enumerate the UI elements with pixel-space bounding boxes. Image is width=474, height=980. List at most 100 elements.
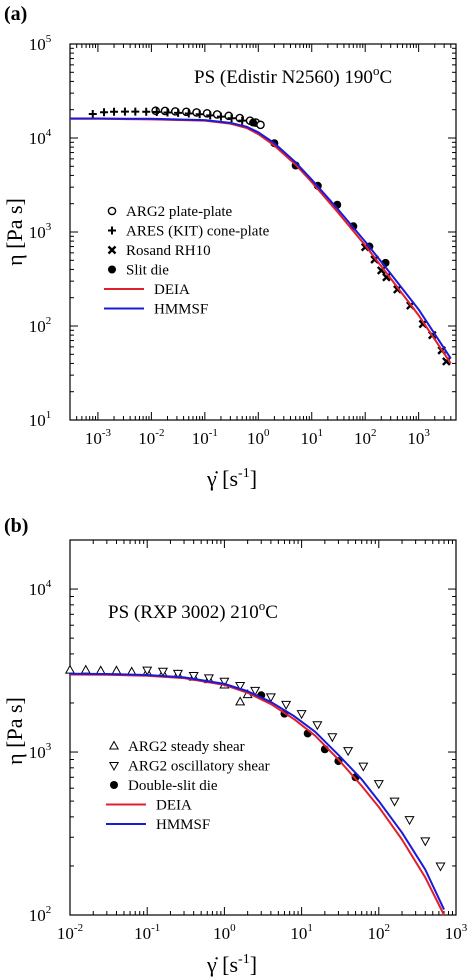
x-tick-exponent: 1 — [317, 427, 323, 439]
y-axis-title: η [Pa s] — [2, 697, 27, 765]
x-tick-exponent: 2 — [371, 427, 377, 439]
x-tick-base: 10 — [368, 924, 385, 943]
data-point — [142, 666, 153, 676]
legend-item: ARG2 oscillatory shear — [108, 759, 270, 775]
x-axis-title-main: γ̇ [s — [206, 466, 238, 491]
x-tick-base: 10 — [85, 429, 102, 448]
legend-marker-swatch — [110, 781, 118, 789]
data-point — [404, 816, 415, 826]
x-tick-base: 10 — [192, 429, 209, 448]
legend-item: DEIA — [104, 282, 190, 298]
data-point — [227, 114, 236, 123]
legend-item: HMMSF — [106, 817, 210, 833]
legend: ARG2 steady shear ARG2 oscillatory shear D… — [106, 739, 270, 833]
x-tick-label: 10-2 — [57, 922, 83, 943]
x-tick-exponent: -2 — [155, 427, 164, 439]
data-series-group — [70, 106, 452, 366]
data-point — [110, 107, 119, 116]
y-tick-label: 105 — [29, 33, 52, 54]
legend-label: Rosand RH10 — [126, 243, 211, 259]
data-point — [420, 837, 431, 847]
data-point — [206, 111, 215, 120]
axis-ticks — [69, 43, 457, 421]
x-tick-base: 10 — [138, 429, 155, 448]
x-axis-title: γ̇ [s-1] — [206, 466, 257, 491]
series-line-hmmsf — [70, 117, 452, 360]
y-tick-label: 103 — [29, 741, 52, 762]
chart-panel-a: 10-3 10-2 10-1 100 101 102 103101102103104105η… — [2, 3, 457, 491]
series-deia — [69, 673, 445, 916]
legend-marker-swatch — [108, 740, 120, 750]
data-point — [250, 686, 261, 696]
x-tick-base: 10 — [290, 924, 307, 943]
x-axis-title-suffix: ] — [250, 466, 257, 491]
data-point — [142, 107, 151, 116]
data-point — [203, 674, 214, 684]
x-tick-base: 10 — [354, 429, 371, 448]
data-point — [312, 721, 323, 731]
data-point — [163, 108, 172, 117]
y-tick-label: 104 — [29, 578, 52, 599]
legend-label: ARG2 plate-plate — [126, 204, 233, 220]
y-tick-label: 102 — [29, 904, 52, 925]
legend-label: HMMSF — [154, 302, 208, 318]
series-hmmsf — [69, 672, 445, 910]
legend-item: Rosand RH10 — [107, 243, 211, 259]
panel-label: (b) — [4, 515, 28, 537]
y-tick-base: 10 — [29, 580, 46, 599]
chart-annotation: PS (Edistir N2560) 190oC — [194, 63, 392, 88]
y-tick-label: 102 — [29, 315, 52, 336]
annotation-text: PS (Edistir N2560) 190 — [194, 67, 373, 88]
y-axis-title: η [Pa s] — [2, 198, 27, 266]
x-tick-exponent: -3 — [102, 427, 112, 439]
axis-ticks — [69, 539, 457, 916]
data-point — [389, 797, 400, 807]
x-tick-label: 102 — [368, 922, 391, 943]
data-point — [80, 664, 91, 674]
y-tick-base: 10 — [29, 223, 46, 242]
data-point — [358, 762, 369, 772]
legend: ARG2 plate-plate ARES (KIT) cone-plate Ros… — [104, 204, 270, 318]
panel-label: (a) — [4, 3, 27, 25]
y-tick-label: 104 — [29, 127, 52, 148]
legend-item: Double-slit die — [110, 778, 218, 794]
legend-label: ARES (KIT) cone-plate — [126, 224, 270, 240]
x-tick-exponent: 3 — [462, 922, 468, 934]
x-tick-exponent: 3 — [424, 427, 430, 439]
x-tick-exponent: 0 — [230, 922, 236, 934]
data-point — [327, 733, 338, 743]
data-point — [157, 667, 169, 677]
data-point — [296, 710, 307, 720]
x-tick-label: 101 — [300, 427, 323, 448]
data-point — [131, 107, 140, 116]
y-tick-exponent: 3 — [46, 221, 52, 233]
annotation-sup: o — [373, 63, 380, 78]
y-tick-base: 10 — [29, 317, 46, 336]
data-point — [195, 110, 204, 119]
series-line-hmmsf — [69, 672, 445, 910]
legend-marker-swatch — [108, 226, 116, 235]
legend-item: ARG2 steady shear — [108, 739, 245, 755]
data-point — [249, 118, 258, 127]
data-point — [172, 669, 183, 679]
series-arg2-oscillatory-shear — [142, 666, 446, 872]
x-tick-label: 101 — [290, 922, 313, 943]
annotation-suffix: C — [265, 602, 278, 623]
annotation-sup: o — [259, 598, 266, 613]
data-point — [152, 108, 161, 117]
data-point — [256, 120, 265, 130]
data-point — [151, 106, 160, 116]
x-tick-base: 10 — [445, 924, 462, 943]
series-hmmsf — [70, 117, 452, 360]
series-arg2-plate-plate — [151, 106, 265, 130]
legend-marker-swatch — [108, 265, 116, 274]
x-tick-exponent: -2 — [74, 922, 83, 934]
annotation-text: PS (RXP 3002) 210 — [108, 602, 259, 623]
y-tick-exponent: 2 — [46, 315, 52, 327]
data-point — [64, 664, 76, 674]
legend-marker-swatch — [108, 762, 120, 772]
x-axis-title: γ̇ [s-1] — [206, 952, 257, 977]
y-tick-exponent: 5 — [46, 33, 52, 45]
data-point — [120, 107, 129, 116]
x-axis-title-suffix: ] — [250, 952, 257, 977]
